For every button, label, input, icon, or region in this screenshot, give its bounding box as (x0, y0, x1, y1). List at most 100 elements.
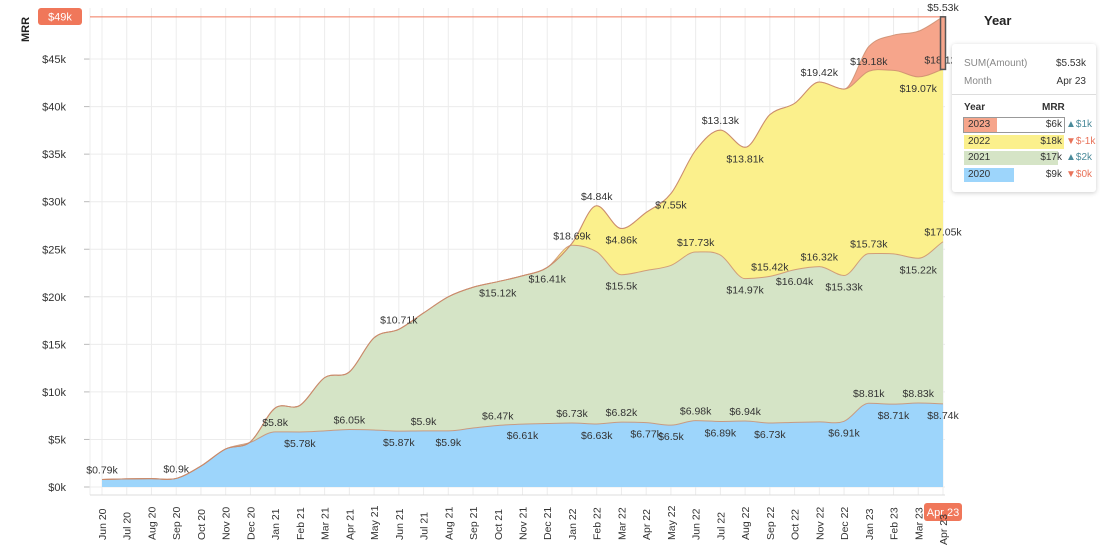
tooltip-year-row: 2020 $9k (964, 167, 1064, 182)
data-label-2020: $0.9k (163, 463, 189, 475)
tooltip-year-row: 2022 $18k (964, 134, 1064, 149)
data-label-2022: $19.07k (900, 83, 938, 95)
row-year: 2020 (968, 168, 991, 180)
x-tick-label: Mar 21 (320, 507, 332, 540)
x-tick-label: Jan 23 (864, 508, 876, 540)
data-label-2020: $8.83k (902, 388, 934, 400)
tooltip-divider (952, 94, 1096, 95)
area-series-2020 (102, 403, 943, 487)
data-label-2020: $8.71k (878, 410, 910, 422)
data-label-2020: $5.87k (383, 437, 415, 449)
month-value: Apr 23 (1056, 76, 1086, 87)
data-label-2021: $15.12k (479, 288, 517, 300)
x-tick-label: Dec 22 (839, 507, 851, 540)
row-year: 2022 (968, 135, 991, 147)
y-tick-label: $25k (42, 244, 66, 256)
x-tick-label: Sep 20 (171, 507, 183, 540)
data-label-2020: $6.82k (606, 407, 638, 419)
data-label-2023: $5.53k (927, 2, 959, 14)
y-tick-label: $20k (42, 292, 66, 304)
row-change: ▲$2k (1066, 152, 1093, 163)
data-label-2020: $5.78k (284, 438, 316, 450)
col-mrr: MRR (1042, 102, 1065, 113)
data-label-2022: $7.55k (655, 200, 687, 212)
data-label-2020: $6.73k (754, 429, 786, 441)
col-year: Year (964, 102, 986, 113)
x-tick-label: Jan 22 (567, 508, 579, 540)
x-tick-label: Jan 21 (270, 508, 282, 540)
row-mrr: $9k (1045, 168, 1062, 180)
data-label-2021: $14.97k (726, 285, 764, 297)
data-label-2020: $5.9k (411, 416, 437, 428)
x-tick-label: Sep 22 (765, 507, 777, 540)
data-label-2020: $6.98k (680, 406, 712, 418)
data-label-2021: $17.05k (924, 227, 962, 239)
data-label-2020: $6.77k (630, 429, 662, 441)
row-fill-bar (964, 167, 1014, 182)
data-label-2020: $6.91k (828, 427, 860, 439)
data-label-2021: $16.04k (776, 276, 814, 288)
sum-label: SUM(Amount) (964, 58, 1028, 69)
x-tick-label: Jul 20 (122, 512, 134, 540)
row-year: 2023 (968, 119, 991, 130)
row-mrr: $18k (1040, 135, 1062, 147)
row-change: ▼$0k (1066, 168, 1093, 180)
y-tick-label: $35k (42, 149, 66, 161)
x-tick-label: Aug 21 (443, 507, 455, 540)
x-tick-label: Feb 22 (592, 507, 604, 540)
x-tick-label: Jul 21 (419, 512, 431, 540)
row-fill-bar (964, 151, 1058, 165)
y-badge-label: $49k (48, 12, 72, 24)
y-tick-label: $40k (42, 102, 66, 114)
data-label-2020: $6.5k (658, 431, 684, 443)
x-tick-label: Nov 20 (221, 507, 233, 540)
row-fill-bar (964, 118, 997, 132)
x-tick-label: Apr 21 (344, 509, 356, 540)
x-tick-label: Aug 22 (740, 507, 752, 540)
x-badge (924, 503, 962, 521)
x-tick-label: May 22 (666, 505, 678, 540)
data-label-2021: $10.71k (380, 314, 418, 326)
y-tick-label: $5k (48, 434, 66, 446)
data-label-2021: $15.42k (751, 261, 789, 273)
data-label-2021: $16.32k (801, 252, 839, 264)
y-badge (38, 8, 82, 25)
data-label-2020: $6.94k (729, 406, 761, 418)
y-tick-label: $45k (42, 54, 66, 66)
data-label-2020: $6.47k (482, 410, 514, 422)
x-tick-label: Oct 20 (196, 509, 208, 540)
data-label-2022: $4.86k (606, 235, 638, 247)
y-tick-label: $15k (42, 339, 66, 351)
tooltip-month-row: Month Apr 23 (964, 76, 1086, 87)
x-tick-label: Oct 22 (790, 509, 802, 540)
legend-title: Year (984, 13, 1012, 28)
data-label-2021: $18.69k (553, 230, 591, 242)
tooltip: SUM(Amount) $5.53k Month Apr 23 Year MRR… (952, 44, 1096, 192)
x-tick-label: May 21 (369, 505, 381, 540)
data-label-2020: $0.79k (86, 464, 118, 476)
data-label-2021: $16.41k (529, 273, 567, 285)
data-label-2021: $15.5k (606, 281, 638, 293)
data-label-2022: $19.18k (850, 56, 888, 68)
x-tick-label: Jul 22 (715, 512, 727, 540)
x-tick-label: Feb 23 (889, 507, 901, 540)
tooltip-sum-row: SUM(Amount) $5.53k (964, 58, 1086, 69)
x-tick-label: Mar 23 (913, 507, 925, 540)
row-change: ▲$1k (1066, 119, 1093, 130)
x-tick-label: Nov 22 (814, 507, 826, 540)
y-tick-label: $30k (42, 197, 66, 209)
data-label-2020: $5.9k (435, 437, 461, 449)
area-series-2021 (102, 241, 943, 480)
data-label-2021: $15.73k (850, 239, 888, 251)
data-label-2020: $6.63k (581, 430, 613, 442)
highlight-bar (939, 16, 947, 71)
sum-value: $5.53k (1055, 58, 1086, 69)
x-tick-label: Apr 23 (938, 514, 950, 545)
line-series-2020 (101, 402, 944, 480)
data-label-2020: $6.05k (334, 414, 366, 426)
data-label-2022: $13.13k (702, 115, 740, 127)
data-label-2020: $6.61k (507, 430, 539, 442)
x-tick-label: Feb 21 (295, 507, 307, 540)
x-tick-label: Apr 22 (641, 509, 653, 540)
